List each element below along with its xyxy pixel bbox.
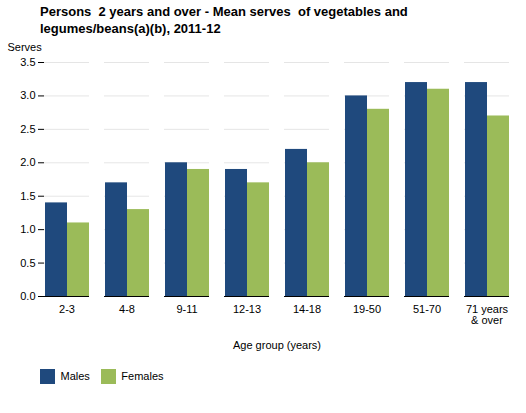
svg-text:2-3: 2-3 xyxy=(59,303,75,315)
html-text:Females: Females xyxy=(121,370,164,383)
svg-text:19-50: 19-50 xyxy=(353,303,381,315)
svg-text:Serves: Serves xyxy=(8,41,43,53)
svg-text:12-13: 12-13 xyxy=(233,303,261,315)
html-text:Persons 2 years and over - Mea: Persons 2 years and over - Mean serves o… xyxy=(40,4,408,36)
svg-text:0.5: 0.5 xyxy=(20,256,35,268)
svg-text:Age group (years): Age group (years) xyxy=(233,338,321,350)
svg-text:2.5: 2.5 xyxy=(20,123,35,135)
svg-text:9-11: 9-11 xyxy=(176,303,197,315)
svg-text:3.0: 3.0 xyxy=(20,89,35,101)
svg-text:14-18: 14-18 xyxy=(293,303,321,315)
svg-text:1.0: 1.0 xyxy=(20,223,35,235)
svg-text:0.0: 0.0 xyxy=(20,290,35,302)
svg-text:2.0: 2.0 xyxy=(20,156,35,168)
html-text:Males: Males xyxy=(60,370,90,383)
svg-text:51-70: 51-70 xyxy=(413,303,441,315)
svg-text:3.5: 3.5 xyxy=(20,56,35,68)
svg-text:1.5: 1.5 xyxy=(20,190,35,202)
svg-text:71 years& over: 71 years& over xyxy=(466,303,509,326)
svg-text:4-8: 4-8 xyxy=(119,303,135,315)
